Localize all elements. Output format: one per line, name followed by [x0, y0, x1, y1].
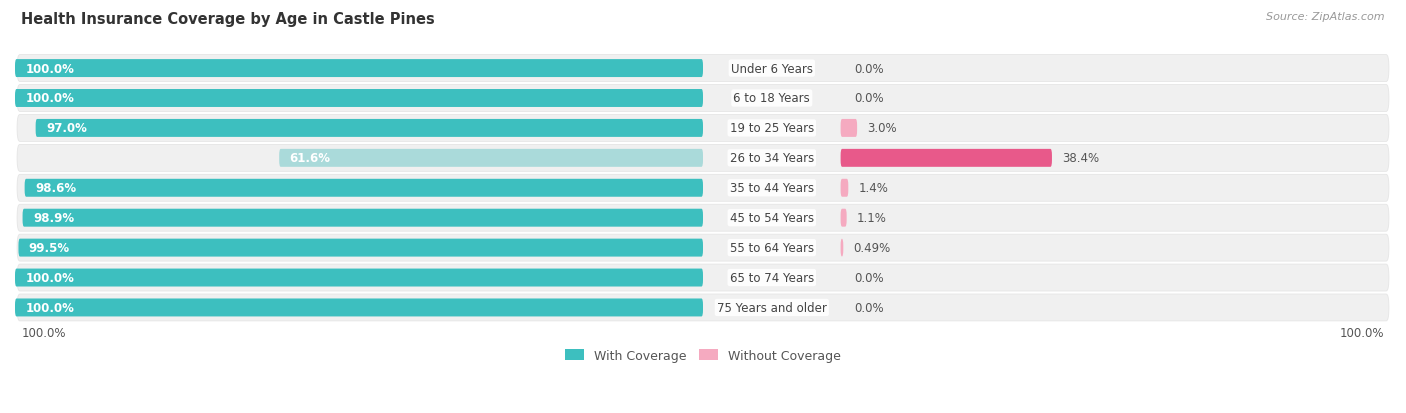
- Text: 1.1%: 1.1%: [858, 212, 887, 225]
- Text: Source: ZipAtlas.com: Source: ZipAtlas.com: [1267, 12, 1385, 22]
- FancyBboxPatch shape: [17, 175, 1389, 202]
- FancyBboxPatch shape: [841, 209, 846, 227]
- Text: 0.0%: 0.0%: [855, 62, 884, 76]
- Text: 3.0%: 3.0%: [868, 122, 897, 135]
- FancyBboxPatch shape: [15, 60, 703, 78]
- FancyBboxPatch shape: [17, 264, 1389, 291]
- Text: 99.5%: 99.5%: [28, 242, 70, 254]
- Text: 100.0%: 100.0%: [1340, 326, 1384, 339]
- FancyBboxPatch shape: [17, 205, 1389, 232]
- Text: 35 to 44 Years: 35 to 44 Years: [730, 182, 814, 195]
- Text: 100.0%: 100.0%: [25, 92, 75, 105]
- FancyBboxPatch shape: [35, 120, 703, 138]
- FancyBboxPatch shape: [15, 90, 703, 108]
- Text: 100.0%: 100.0%: [25, 62, 75, 76]
- Text: 26 to 34 Years: 26 to 34 Years: [730, 152, 814, 165]
- FancyBboxPatch shape: [841, 120, 858, 138]
- FancyBboxPatch shape: [17, 294, 1389, 321]
- FancyBboxPatch shape: [280, 150, 703, 167]
- FancyBboxPatch shape: [841, 239, 844, 257]
- Text: 45 to 54 Years: 45 to 54 Years: [730, 212, 814, 225]
- FancyBboxPatch shape: [17, 115, 1389, 142]
- Text: 98.9%: 98.9%: [32, 212, 75, 225]
- FancyBboxPatch shape: [15, 269, 703, 287]
- FancyBboxPatch shape: [17, 145, 1389, 172]
- Text: 0.0%: 0.0%: [855, 271, 884, 284]
- Text: Health Insurance Coverage by Age in Castle Pines: Health Insurance Coverage by Age in Cast…: [21, 12, 434, 27]
- FancyBboxPatch shape: [25, 179, 703, 197]
- FancyBboxPatch shape: [841, 179, 848, 197]
- Text: 100.0%: 100.0%: [25, 271, 75, 284]
- Text: 97.0%: 97.0%: [46, 122, 87, 135]
- Text: 38.4%: 38.4%: [1063, 152, 1099, 165]
- FancyBboxPatch shape: [18, 239, 703, 257]
- FancyBboxPatch shape: [22, 209, 703, 227]
- Text: 55 to 64 Years: 55 to 64 Years: [730, 242, 814, 254]
- FancyBboxPatch shape: [841, 150, 1052, 167]
- Text: 0.49%: 0.49%: [853, 242, 891, 254]
- Text: 1.4%: 1.4%: [859, 182, 889, 195]
- Text: 100.0%: 100.0%: [25, 301, 75, 314]
- Legend: With Coverage, Without Coverage: With Coverage, Without Coverage: [561, 344, 845, 367]
- Text: 6 to 18 Years: 6 to 18 Years: [734, 92, 810, 105]
- Text: 75 Years and older: 75 Years and older: [717, 301, 827, 314]
- Text: 98.6%: 98.6%: [35, 182, 76, 195]
- Text: 0.0%: 0.0%: [855, 301, 884, 314]
- FancyBboxPatch shape: [17, 55, 1389, 82]
- Text: 65 to 74 Years: 65 to 74 Years: [730, 271, 814, 284]
- Text: 100.0%: 100.0%: [22, 326, 66, 339]
- FancyBboxPatch shape: [17, 235, 1389, 261]
- FancyBboxPatch shape: [15, 299, 703, 317]
- Text: 61.6%: 61.6%: [290, 152, 330, 165]
- FancyBboxPatch shape: [17, 85, 1389, 112]
- Text: 0.0%: 0.0%: [855, 92, 884, 105]
- Text: Under 6 Years: Under 6 Years: [731, 62, 813, 76]
- Text: 19 to 25 Years: 19 to 25 Years: [730, 122, 814, 135]
